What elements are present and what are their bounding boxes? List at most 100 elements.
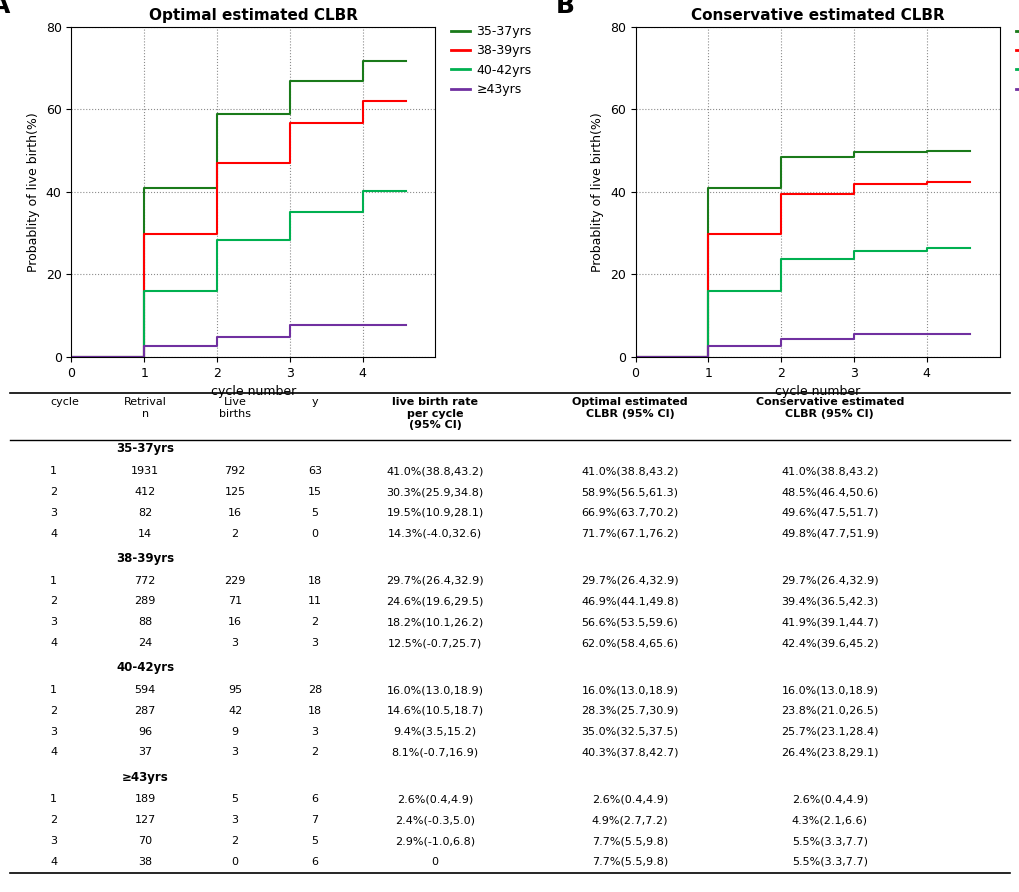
Text: 16: 16 bbox=[228, 617, 242, 627]
Text: 2.6%(0.4,4.9): 2.6%(0.4,4.9) bbox=[791, 795, 867, 805]
Text: 229: 229 bbox=[224, 575, 246, 586]
X-axis label: cycle number: cycle number bbox=[211, 385, 296, 398]
Text: 2: 2 bbox=[50, 487, 57, 497]
Text: 14: 14 bbox=[138, 529, 152, 539]
Text: 3: 3 bbox=[311, 727, 318, 737]
Text: 9: 9 bbox=[231, 727, 238, 737]
Text: 46.9%(44.1,49.8): 46.9%(44.1,49.8) bbox=[581, 597, 678, 607]
Text: 19.5%(10.9,28.1): 19.5%(10.9,28.1) bbox=[386, 508, 483, 518]
Text: 4.3%(2.1,6.6): 4.3%(2.1,6.6) bbox=[791, 815, 867, 825]
Text: 28.3%(25.7,30.9): 28.3%(25.7,30.9) bbox=[581, 706, 678, 716]
Text: 40-42yrs: 40-42yrs bbox=[116, 661, 174, 674]
Text: 28: 28 bbox=[308, 685, 322, 695]
Text: 39.4%(36.5,42.3): 39.4%(36.5,42.3) bbox=[781, 597, 877, 607]
Text: 96: 96 bbox=[138, 727, 152, 737]
Text: 289: 289 bbox=[135, 597, 156, 607]
Text: 0: 0 bbox=[431, 857, 438, 867]
Text: 2.6%(0.4,4.9): 2.6%(0.4,4.9) bbox=[591, 795, 667, 805]
Text: 6: 6 bbox=[311, 857, 318, 867]
Text: ≥43yrs: ≥43yrs bbox=[121, 771, 168, 784]
Legend: 35-37yrs, 38-39yrs, 40-42yrs, ≥43yrs: 35-37yrs, 38-39yrs, 40-42yrs, ≥43yrs bbox=[1010, 21, 1019, 101]
Text: 25.7%(23.1,28.4): 25.7%(23.1,28.4) bbox=[781, 727, 877, 737]
Text: 9.4%(3.5,15.2): 9.4%(3.5,15.2) bbox=[393, 727, 476, 737]
Text: 412: 412 bbox=[135, 487, 156, 497]
Text: 7.7%(5.5,9.8): 7.7%(5.5,9.8) bbox=[591, 857, 667, 867]
Text: 70: 70 bbox=[138, 836, 152, 846]
Text: 0: 0 bbox=[311, 529, 318, 539]
Text: 58.9%(56.5,61.3): 58.9%(56.5,61.3) bbox=[581, 487, 678, 497]
Text: 1: 1 bbox=[50, 575, 57, 586]
Text: 0: 0 bbox=[231, 857, 238, 867]
Text: 4: 4 bbox=[50, 638, 57, 648]
Text: 4: 4 bbox=[50, 857, 57, 867]
Text: 2: 2 bbox=[50, 706, 57, 716]
Text: 56.6%(53.5,59.6): 56.6%(53.5,59.6) bbox=[581, 617, 678, 627]
Text: 40.3%(37.8,42.7): 40.3%(37.8,42.7) bbox=[581, 747, 678, 757]
Text: 37: 37 bbox=[138, 747, 152, 757]
Text: 24.6%(19.6,29.5): 24.6%(19.6,29.5) bbox=[386, 597, 483, 607]
Text: 8.1%(-0.7,16.9): 8.1%(-0.7,16.9) bbox=[391, 747, 478, 757]
Text: 2: 2 bbox=[50, 815, 57, 825]
Text: 287: 287 bbox=[135, 706, 156, 716]
Text: 5.5%(3.3,7.7): 5.5%(3.3,7.7) bbox=[791, 836, 867, 846]
Text: 42: 42 bbox=[228, 706, 242, 716]
Text: 29.7%(26.4,32.9): 29.7%(26.4,32.9) bbox=[386, 575, 483, 586]
Text: 16.0%(13.0,18.9): 16.0%(13.0,18.9) bbox=[781, 685, 877, 695]
Text: 38-39yrs: 38-39yrs bbox=[116, 552, 174, 565]
Text: 42.4%(39.6,45.2): 42.4%(39.6,45.2) bbox=[781, 638, 877, 648]
Text: 2.6%(0.4,4.9): 2.6%(0.4,4.9) bbox=[396, 795, 473, 805]
Title: Conservative estimated CLBR: Conservative estimated CLBR bbox=[690, 8, 944, 23]
Text: 29.7%(26.4,32.9): 29.7%(26.4,32.9) bbox=[581, 575, 678, 586]
Text: 2.9%(-1.0,6.8): 2.9%(-1.0,6.8) bbox=[394, 836, 475, 846]
Text: 82: 82 bbox=[138, 508, 152, 518]
Text: A: A bbox=[0, 0, 10, 18]
Text: 3: 3 bbox=[231, 815, 238, 825]
Text: 189: 189 bbox=[135, 795, 156, 805]
Text: 3: 3 bbox=[50, 727, 57, 737]
Text: 66.9%(63.7,70.2): 66.9%(63.7,70.2) bbox=[581, 508, 678, 518]
Text: 5: 5 bbox=[231, 795, 238, 805]
Text: 35-37yrs: 35-37yrs bbox=[116, 442, 174, 456]
Text: Retrival
n: Retrival n bbox=[123, 397, 166, 418]
Text: 5: 5 bbox=[311, 508, 318, 518]
Legend: 35-37yrs, 38-39yrs, 40-42yrs, ≥43yrs: 35-37yrs, 38-39yrs, 40-42yrs, ≥43yrs bbox=[446, 21, 536, 101]
Text: 125: 125 bbox=[224, 487, 246, 497]
Text: 41.9%(39.1,44.7): 41.9%(39.1,44.7) bbox=[781, 617, 877, 627]
Text: 41.0%(38.8,43.2): 41.0%(38.8,43.2) bbox=[581, 467, 678, 476]
Text: 18.2%(10.1,26.2): 18.2%(10.1,26.2) bbox=[386, 617, 483, 627]
Text: Live
births: Live births bbox=[219, 397, 251, 418]
Text: 594: 594 bbox=[135, 685, 156, 695]
Text: 41.0%(38.8,43.2): 41.0%(38.8,43.2) bbox=[386, 467, 483, 476]
Text: cycle: cycle bbox=[50, 397, 79, 407]
Y-axis label: Probablity of live birth(%): Probablity of live birth(%) bbox=[28, 112, 40, 272]
Text: 7: 7 bbox=[311, 815, 318, 825]
Text: 4: 4 bbox=[50, 529, 57, 539]
Text: Conservative estimated
CLBR (95% CI): Conservative estimated CLBR (95% CI) bbox=[755, 397, 903, 418]
Text: 48.5%(46.4,50.6): 48.5%(46.4,50.6) bbox=[781, 487, 877, 497]
Text: 4.9%(2.7,7.2): 4.9%(2.7,7.2) bbox=[591, 815, 667, 825]
Text: 35.0%(32.5,37.5): 35.0%(32.5,37.5) bbox=[581, 727, 678, 737]
Text: 2: 2 bbox=[231, 836, 238, 846]
Text: 2: 2 bbox=[311, 617, 318, 627]
Text: 30.3%(25.9,34.8): 30.3%(25.9,34.8) bbox=[386, 487, 483, 497]
Text: 7.7%(5.5,9.8): 7.7%(5.5,9.8) bbox=[591, 836, 667, 846]
Text: 2: 2 bbox=[311, 747, 318, 757]
Text: 5: 5 bbox=[311, 836, 318, 846]
Text: 71.7%(67.1,76.2): 71.7%(67.1,76.2) bbox=[581, 529, 678, 539]
Text: 3: 3 bbox=[231, 638, 238, 648]
Text: B: B bbox=[555, 0, 574, 18]
Text: 24: 24 bbox=[138, 638, 152, 648]
Text: 29.7%(26.4,32.9): 29.7%(26.4,32.9) bbox=[781, 575, 877, 586]
Y-axis label: Probablity of live birth(%): Probablity of live birth(%) bbox=[591, 112, 603, 272]
Text: 15: 15 bbox=[308, 487, 322, 497]
Text: 2.4%(-0.3,5.0): 2.4%(-0.3,5.0) bbox=[394, 815, 475, 825]
Text: 18: 18 bbox=[308, 706, 322, 716]
Text: 1: 1 bbox=[50, 467, 57, 476]
Text: 16: 16 bbox=[228, 508, 242, 518]
Text: 3: 3 bbox=[50, 508, 57, 518]
Text: 2: 2 bbox=[50, 597, 57, 607]
Text: 772: 772 bbox=[135, 575, 156, 586]
Text: 14.3%(-4.0,32.6): 14.3%(-4.0,32.6) bbox=[387, 529, 482, 539]
Text: 88: 88 bbox=[138, 617, 152, 627]
Title: Optimal estimated CLBR: Optimal estimated CLBR bbox=[149, 8, 358, 23]
